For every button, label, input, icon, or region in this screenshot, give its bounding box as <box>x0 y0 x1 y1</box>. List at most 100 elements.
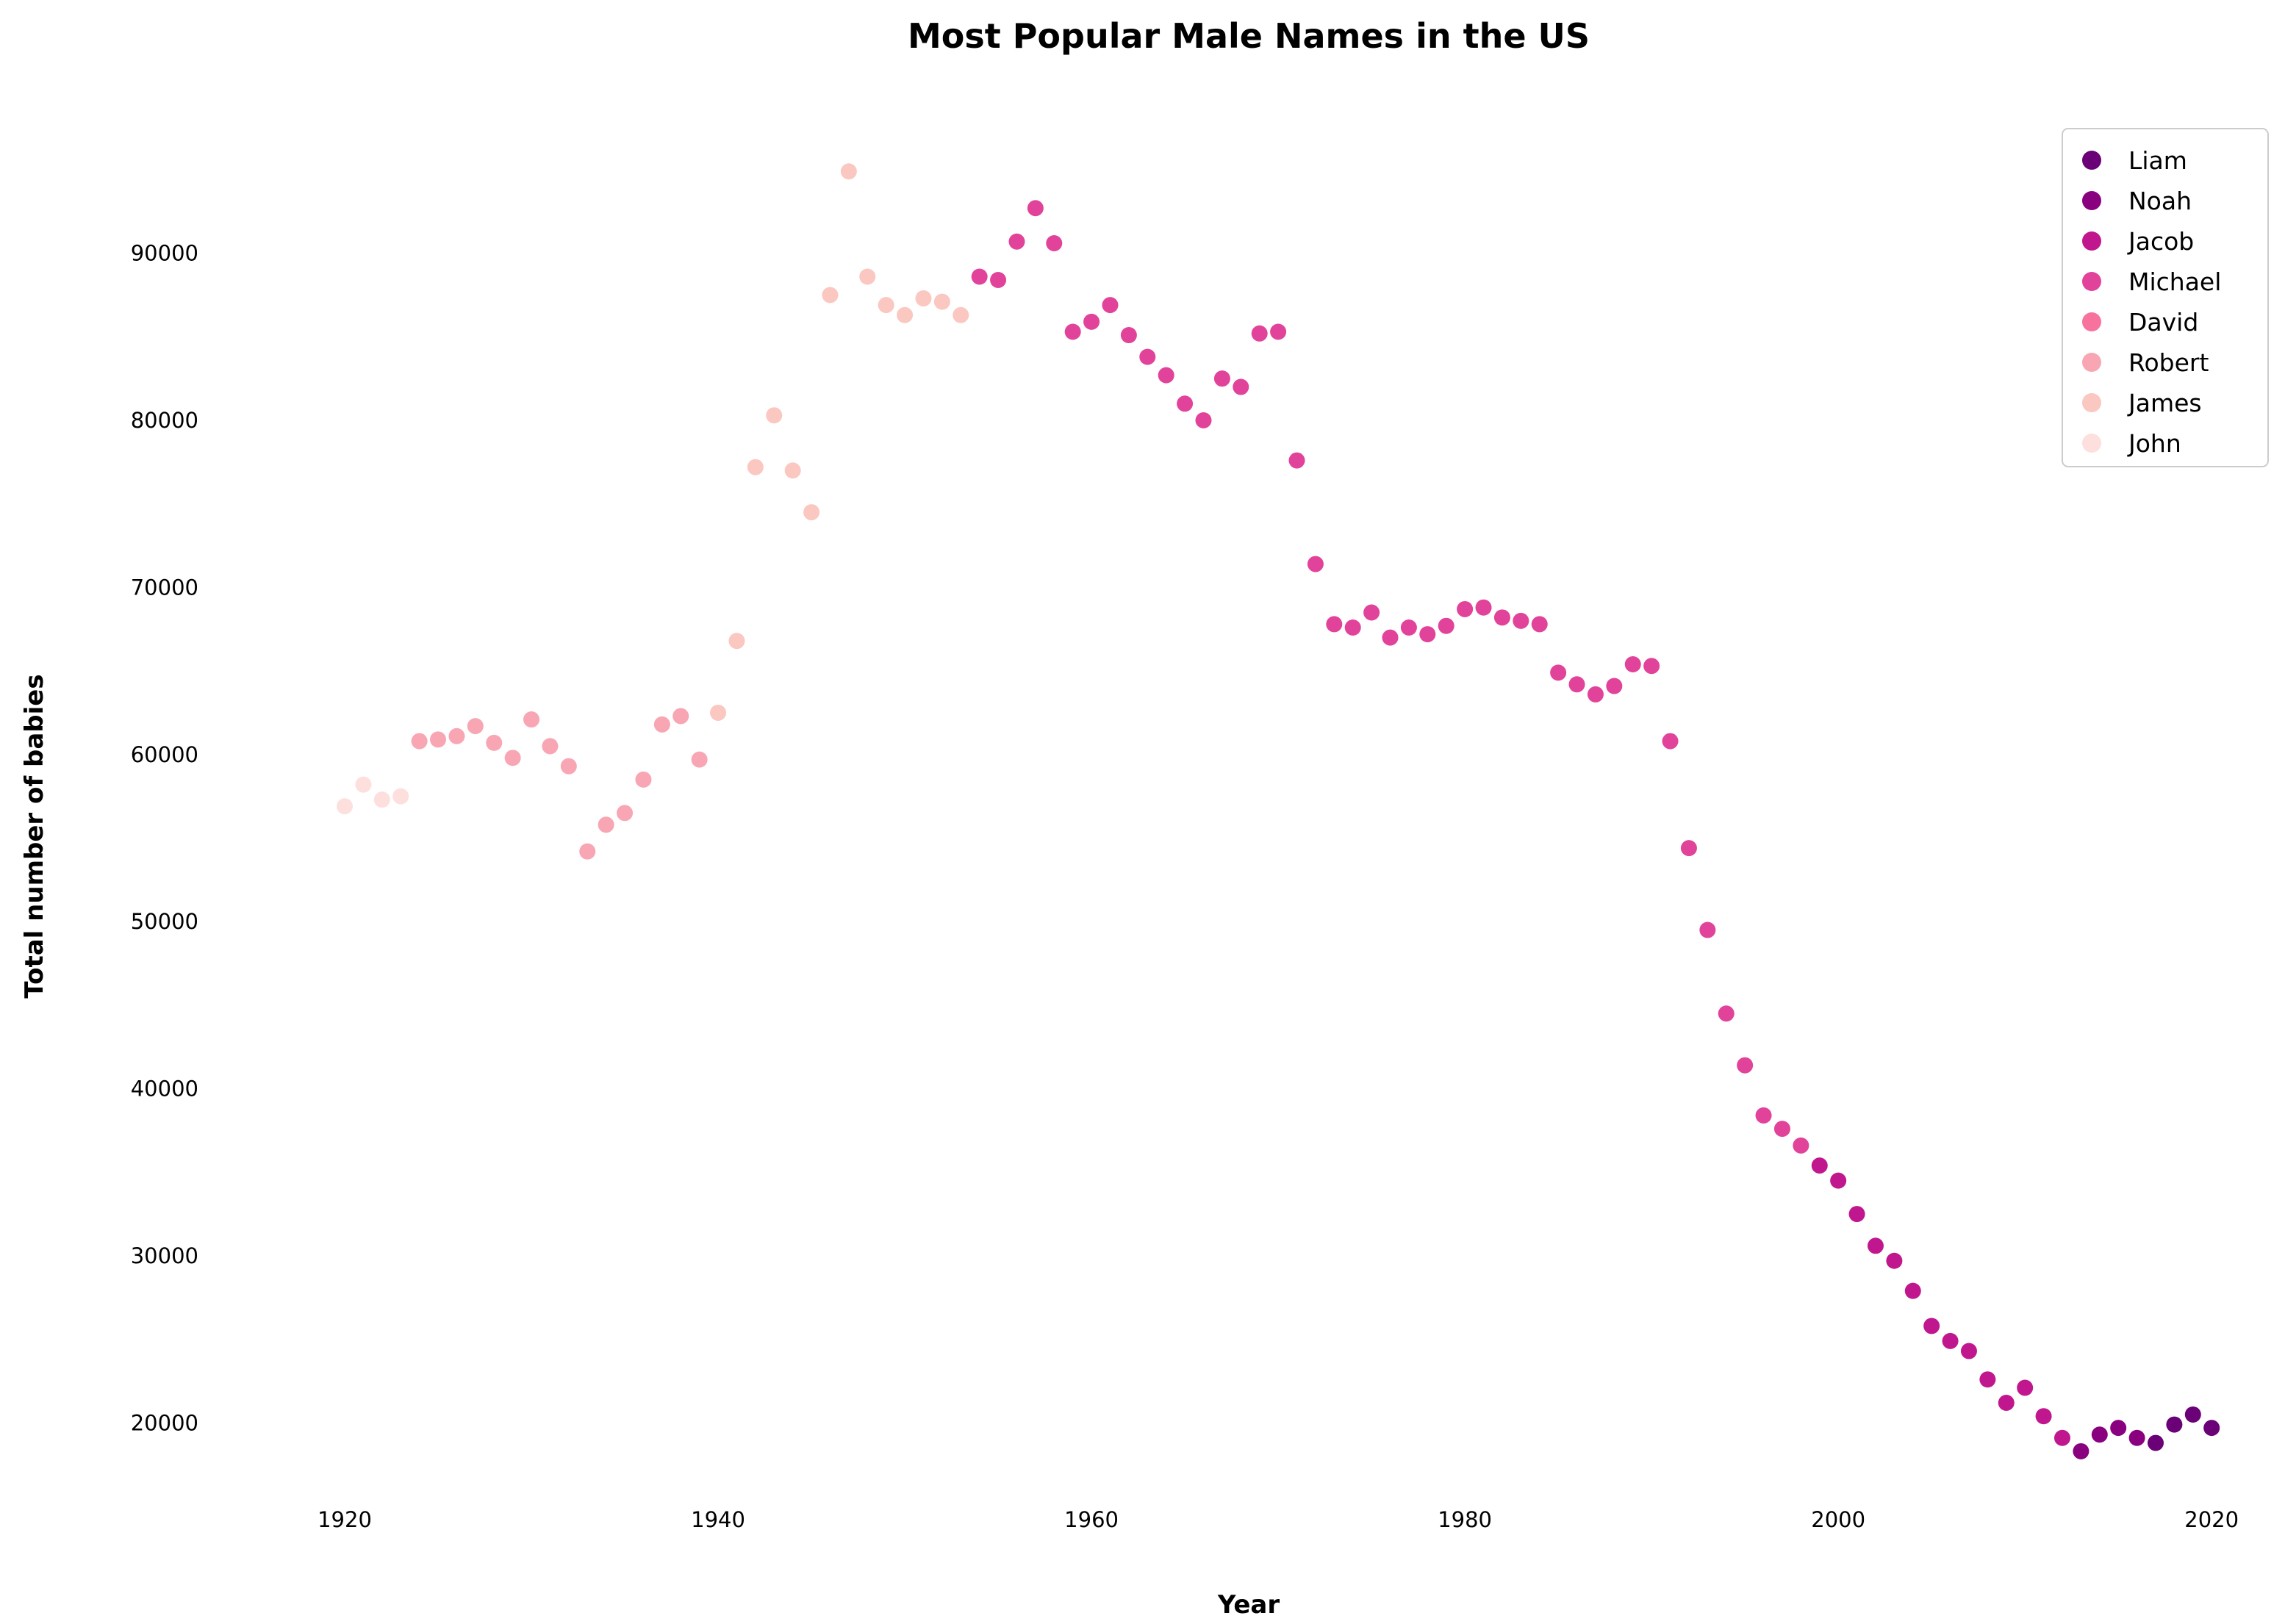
legend-marker-john <box>2082 434 2101 453</box>
data-point-michael <box>1475 599 1492 616</box>
data-point-robert <box>486 734 503 751</box>
x-axis-ticks: 1920 1940 1960 1980 2000 2020 <box>318 1507 2239 1532</box>
legend-marker-robert <box>2082 353 2101 372</box>
data-point-liam <box>2147 1434 2164 1451</box>
legend-label-john: John <box>2127 429 2181 458</box>
legend-marker-michael <box>2082 272 2101 291</box>
data-point-robert <box>542 738 559 755</box>
data-point-robert <box>467 718 484 735</box>
y-tick-label: 30000 <box>131 1243 198 1268</box>
data-point-james <box>933 293 950 310</box>
data-point-michael <box>1008 233 1025 250</box>
data-point-noah <box>2091 1426 2108 1443</box>
data-point-john <box>392 788 409 805</box>
data-point-michael <box>1493 609 1510 626</box>
data-point-robert <box>523 711 540 728</box>
y-tick-label: 90000 <box>131 241 198 266</box>
x-axis-label: Year <box>1217 1590 1280 1620</box>
data-point-jacob <box>1942 1332 1959 1349</box>
data-point-robert <box>430 731 447 748</box>
data-point-jacob <box>1960 1343 1977 1359</box>
data-point-noah <box>2110 1420 2127 1437</box>
data-point-michael <box>1326 616 1343 633</box>
data-point-michael <box>1251 325 1268 342</box>
data-point-michael <box>1064 323 1081 340</box>
data-point-michael <box>1793 1137 1809 1154</box>
data-point-jacob <box>1867 1237 1884 1254</box>
y-tick-label: 80000 <box>131 408 198 433</box>
x-tick-label: 2020 <box>2184 1507 2239 1532</box>
data-point-michael <box>1046 235 1063 251</box>
data-point-michael <box>1177 395 1194 412</box>
data-point-liam <box>2166 1416 2183 1433</box>
data-point-michael <box>1624 656 1641 672</box>
legend: Liam Noah Jacob Michael David Robert James John <box>2062 128 2269 467</box>
data-point-michael <box>1587 686 1604 703</box>
data-point-jacob <box>1886 1252 1903 1269</box>
x-tick-label: 1980 <box>1438 1507 1492 1532</box>
data-point-michael <box>1643 658 1660 675</box>
data-point-noah <box>2128 1429 2145 1446</box>
data-point-michael <box>971 268 988 285</box>
data-point-james <box>915 290 932 307</box>
data-point-john <box>373 791 390 808</box>
data-point-michael <box>1344 619 1361 636</box>
data-point-michael <box>1606 678 1623 694</box>
data-point-michael <box>1270 323 1287 340</box>
y-tick-label: 20000 <box>131 1410 198 1435</box>
data-point-michael <box>1438 617 1454 634</box>
y-tick-label: 60000 <box>131 742 198 767</box>
data-point-robert <box>448 727 465 744</box>
data-point-michael <box>1195 412 1212 429</box>
data-point-jacob <box>2017 1379 2034 1396</box>
data-point-robert <box>579 843 596 860</box>
data-points <box>337 163 2220 1459</box>
y-axis-ticks: 20000 30000 40000 50000 60000 70000 80000 90000 <box>131 241 198 1436</box>
data-point-james <box>859 268 876 285</box>
data-point-robert <box>691 751 708 768</box>
data-point-james <box>840 163 857 180</box>
data-point-john <box>355 776 372 793</box>
legend-label-james: James <box>2127 389 2202 417</box>
data-point-robert <box>504 750 521 766</box>
legend-marker-noah <box>2082 191 2101 210</box>
data-point-michael <box>1288 452 1305 469</box>
y-axis-label: Total number of babies <box>20 674 49 998</box>
data-point-michael <box>1233 378 1249 395</box>
data-point-james <box>710 704 727 721</box>
data-point-jacob <box>2053 1429 2070 1446</box>
legend-marker-james <box>2082 393 2101 412</box>
data-point-michael <box>1158 367 1174 384</box>
data-point-james <box>784 462 801 479</box>
data-point-michael <box>1419 626 1436 643</box>
data-point-james <box>822 287 839 303</box>
data-point-michael <box>1755 1107 1772 1124</box>
data-point-michael <box>1102 297 1119 314</box>
data-point-michael <box>1363 604 1380 621</box>
data-point-james <box>953 306 969 323</box>
legend-label-michael: Michael <box>2128 267 2221 296</box>
data-point-michael <box>1680 840 1697 857</box>
data-point-noah <box>2073 1442 2089 1459</box>
data-point-james <box>878 297 894 314</box>
data-point-james <box>897 306 914 323</box>
data-point-michael <box>1307 556 1324 572</box>
data-point-liam <box>2184 1406 2201 1423</box>
data-point-michael <box>990 272 1007 289</box>
data-point-jacob <box>1923 1318 1940 1334</box>
data-point-john <box>337 798 354 815</box>
data-point-michael <box>1699 921 1716 938</box>
chart-title: Most Popular Male Names in the US <box>908 16 1590 56</box>
data-point-michael <box>1457 600 1474 617</box>
x-tick-label: 1940 <box>691 1507 745 1532</box>
data-point-michael <box>1382 629 1399 646</box>
data-point-michael <box>1083 313 1100 330</box>
data-point-robert <box>635 771 652 788</box>
data-point-michael <box>1513 612 1529 629</box>
data-point-michael <box>1027 200 1044 217</box>
x-tick-label: 2000 <box>1811 1507 1865 1532</box>
data-point-jacob <box>2035 1408 2052 1425</box>
data-point-liam <box>2203 1420 2220 1437</box>
data-point-jacob <box>1979 1371 1996 1388</box>
